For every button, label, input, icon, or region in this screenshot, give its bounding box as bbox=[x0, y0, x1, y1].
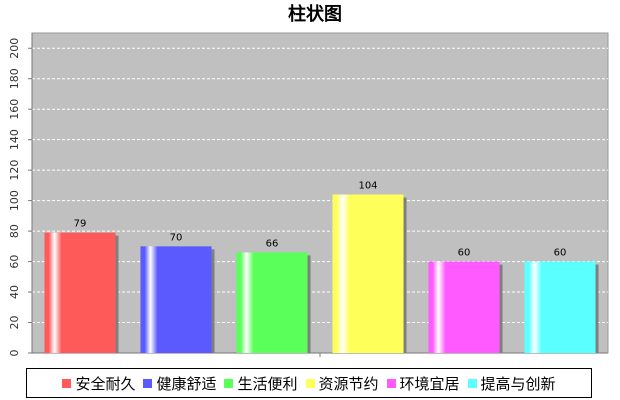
y-tick-label: 200 bbox=[8, 38, 21, 59]
gridlines bbox=[32, 47, 608, 324]
legend-item: 安全耐久 bbox=[62, 373, 135, 394]
legend-item: 环境宜居 bbox=[386, 373, 460, 394]
y-tick-label: 40 bbox=[8, 285, 21, 299]
legend-item: 资源节约 bbox=[305, 373, 379, 394]
bar bbox=[236, 252, 308, 353]
y-axis: 0 20 40 60 80 100 120 140 160 180 200 bbox=[8, 33, 608, 357]
bars: 79 70 66 104 60 60 bbox=[44, 181, 599, 353]
legend-swatch bbox=[305, 378, 315, 388]
legend-label: 健康舒适 bbox=[156, 374, 217, 393]
y-tick-label: 60 bbox=[8, 255, 21, 269]
data-label: 70 bbox=[170, 232, 183, 243]
legend-label: 环境宜居 bbox=[399, 374, 460, 393]
legend-label: 安全耐久 bbox=[75, 374, 136, 393]
bar bbox=[428, 261, 500, 353]
y-tick-label: 80 bbox=[8, 224, 21, 238]
y-tick-label: 120 bbox=[8, 160, 21, 181]
legend-item: 生活便利 bbox=[224, 373, 298, 394]
legend: 安全耐久 健康舒适 生活便利 资源节约 环境宜居 提高与创新 bbox=[26, 368, 592, 398]
plot-area bbox=[31, 32, 609, 354]
y-tick-label: 20 bbox=[8, 316, 21, 330]
legend-swatch bbox=[62, 378, 72, 388]
legend-swatch bbox=[386, 378, 396, 388]
data-label: 66 bbox=[266, 238, 279, 249]
y-tick-label: 0 bbox=[8, 350, 21, 357]
bar bbox=[44, 232, 116, 353]
legend-label: 资源节约 bbox=[318, 374, 379, 393]
data-label: 104 bbox=[358, 181, 377, 192]
y-tick-label: 140 bbox=[8, 129, 21, 150]
legend-swatch bbox=[224, 378, 234, 388]
data-label: 79 bbox=[74, 219, 87, 230]
bar bbox=[140, 246, 212, 353]
bar bbox=[524, 261, 596, 353]
y-tick-label: 180 bbox=[8, 68, 21, 89]
data-label: 60 bbox=[458, 248, 471, 259]
legend-swatch bbox=[467, 378, 477, 388]
legend-swatch bbox=[143, 378, 153, 388]
legend-label: 生活便利 bbox=[237, 374, 298, 393]
chart-title: 柱状图 bbox=[288, 3, 342, 25]
legend-item: 健康舒适 bbox=[143, 373, 216, 394]
data-label: 60 bbox=[554, 248, 567, 259]
legend-item: 提高与创新 bbox=[467, 373, 556, 394]
y-tick-label: 100 bbox=[8, 190, 21, 211]
bar bbox=[332, 194, 404, 353]
y-tick-label: 160 bbox=[8, 99, 21, 120]
legend-label: 提高与创新 bbox=[480, 374, 556, 393]
